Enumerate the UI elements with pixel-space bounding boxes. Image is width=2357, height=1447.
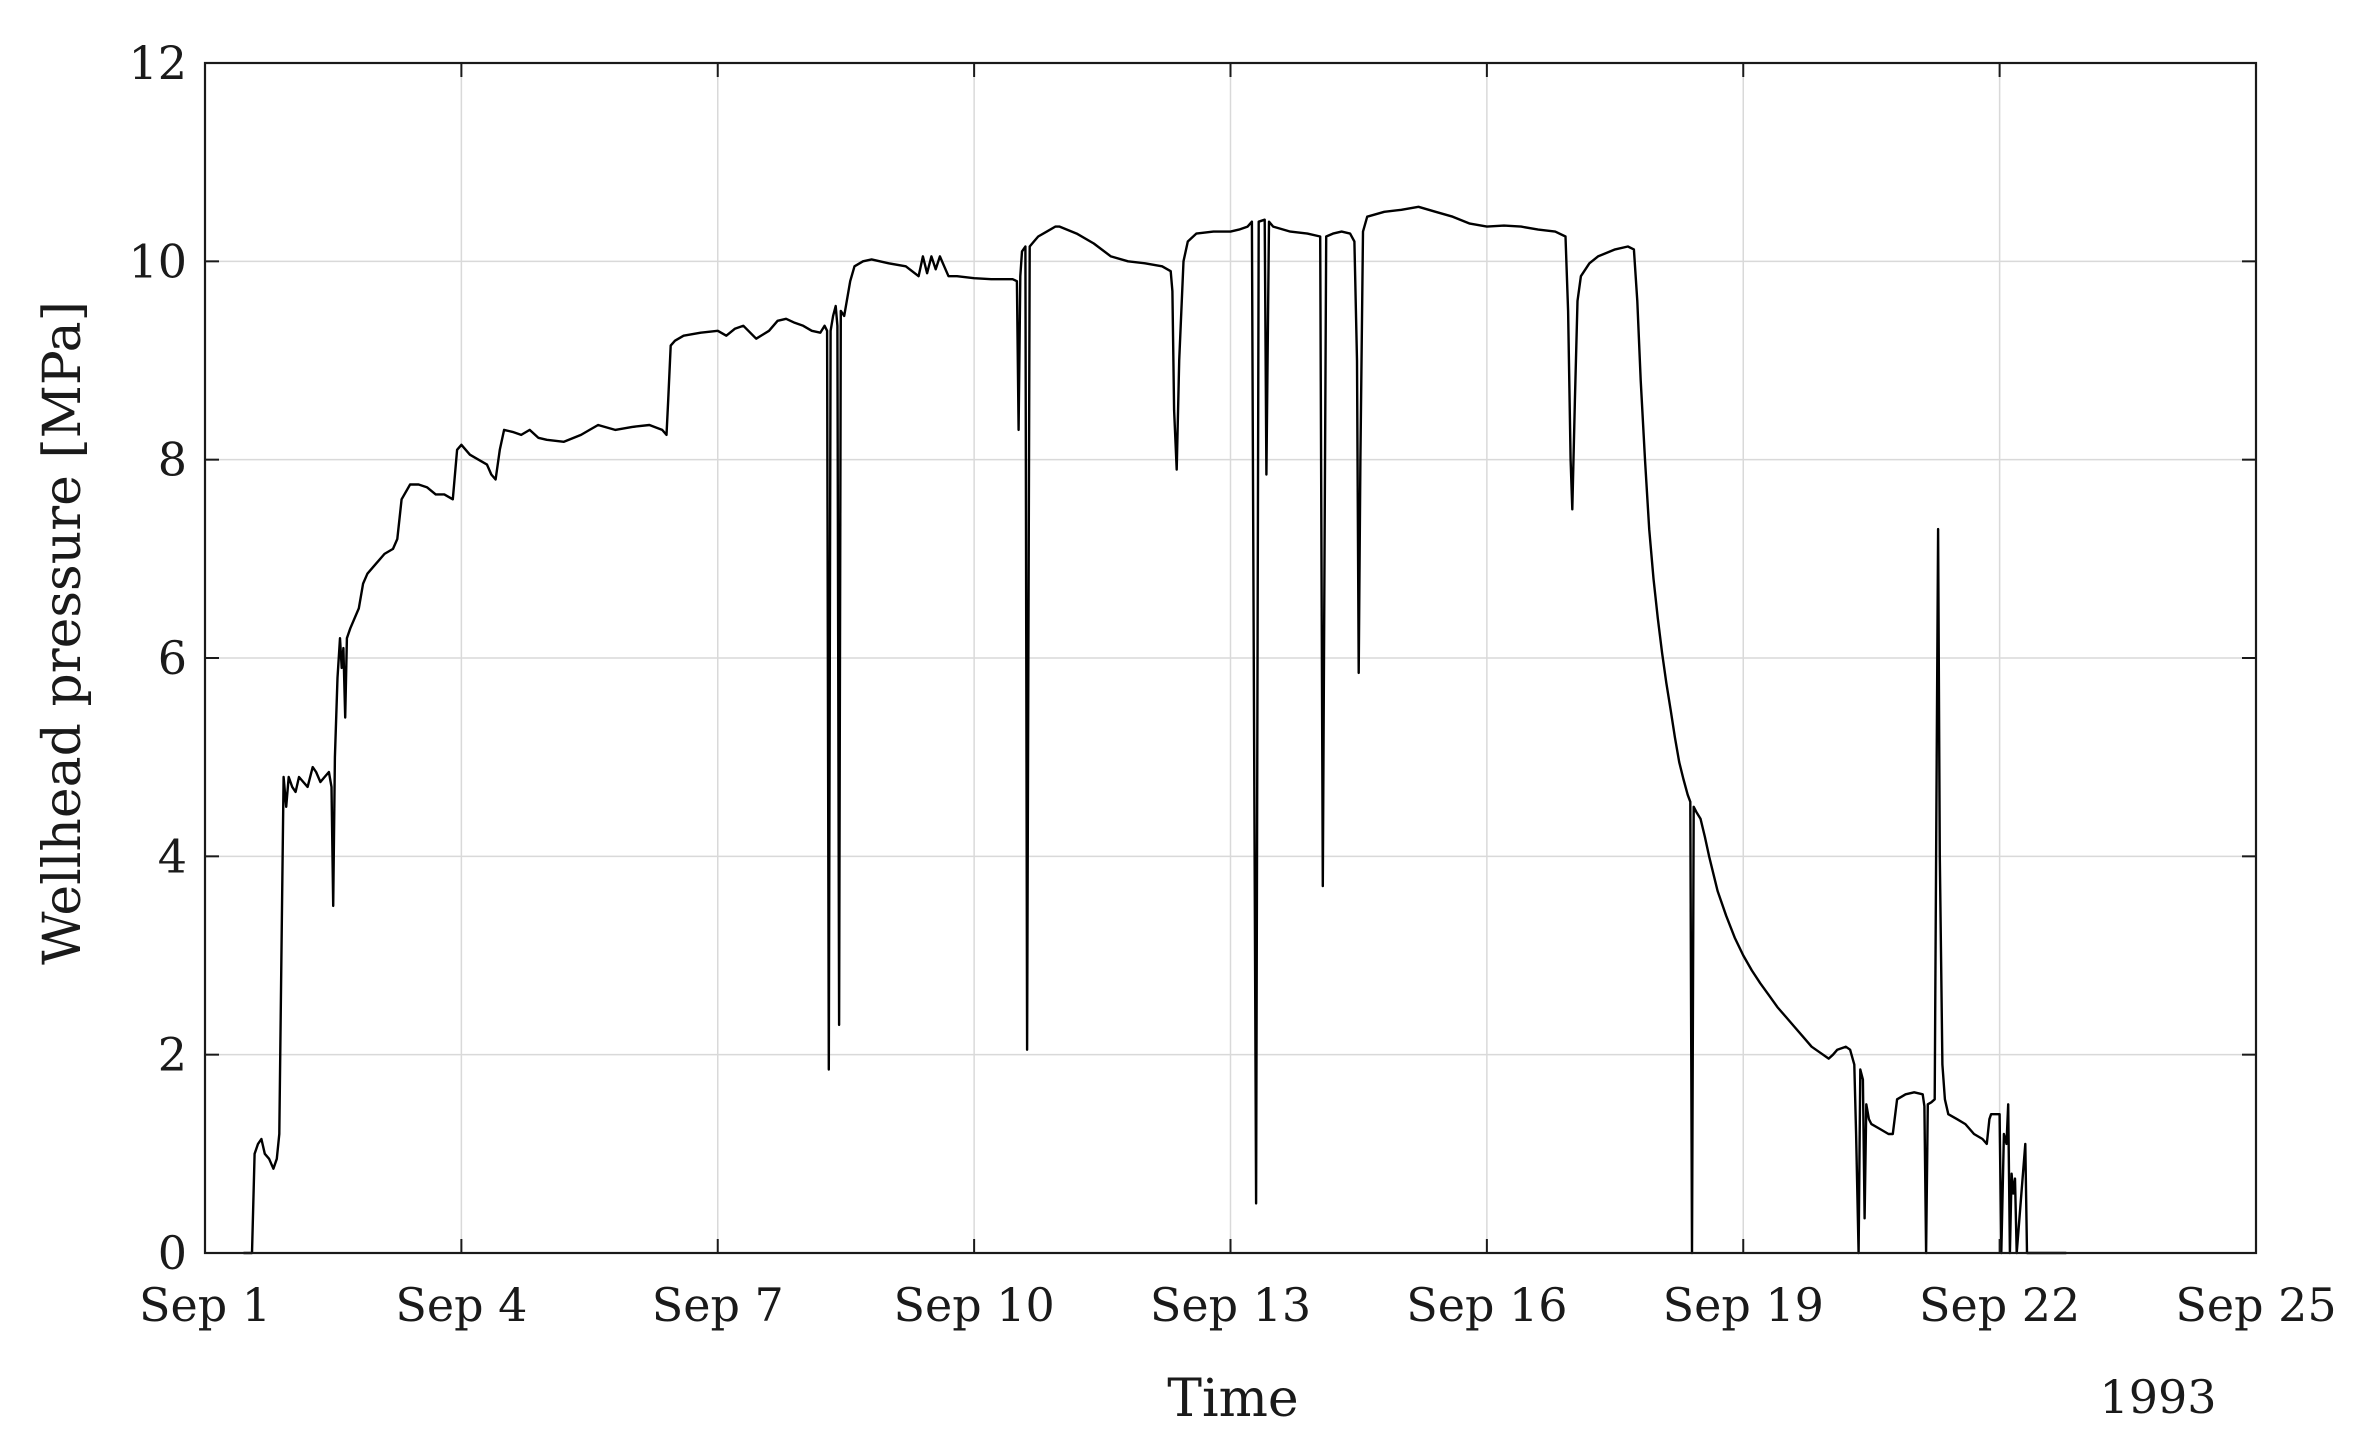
y-tick-label: 6 [158,631,187,685]
y-tick-label: 10 [128,234,187,288]
y-tick-label: 8 [158,433,187,487]
x-tick-label: Sep 19 [1663,1278,1824,1332]
year-label: 1993 [2099,1370,2216,1424]
x-tick-label: Sep 22 [1919,1278,2080,1332]
x-tick-label: Sep 10 [893,1278,1054,1332]
y-tick-label: 2 [158,1028,187,1082]
y-tick-label: 12 [128,36,187,90]
series-layer [243,205,2067,1255]
series-line-0 [243,205,2067,1255]
x-axis-title: Time [1167,1369,1298,1429]
y-tick-label: 0 [158,1226,187,1280]
x-tick-label: Sep 4 [395,1278,527,1332]
y-axis-ticks: 0 2 4 6 8 10 12 [128,36,2256,1280]
x-tick-label: Sep 1 [139,1278,271,1332]
x-tick-label: Sep 13 [1150,1278,1311,1332]
x-axis-ticks: Sep 1 Sep 4 Sep 7 Sep 10 Sep 13 Sep 16 Sep 19 S… [139,63,2337,1332]
y-axis-title: Wellhead pressure [MPa] [33,301,93,965]
y-tick-label: 4 [158,829,187,883]
x-tick-label: Sep 25 [2175,1278,2336,1332]
x-tick-label: Sep 7 [652,1278,784,1332]
x-tick-label: Sep 16 [1406,1278,1567,1332]
